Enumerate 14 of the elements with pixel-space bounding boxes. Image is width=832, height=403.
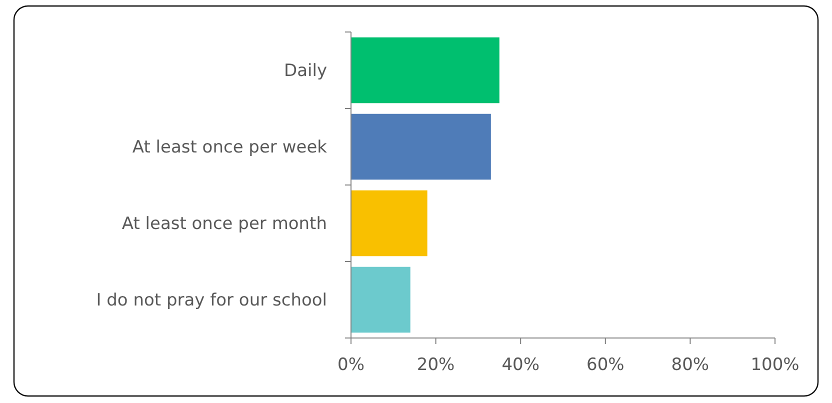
x-tick-label: 40%: [502, 355, 540, 375]
y-tick-label: At least once per week: [132, 138, 328, 158]
y-tick-label: At least once per month: [122, 214, 327, 234]
x-tick-label: 100%: [750, 355, 800, 375]
x-tick-label: 20%: [416, 355, 455, 375]
bar: [351, 190, 428, 256]
bar: [351, 37, 500, 104]
x-tick-label: 80%: [671, 355, 710, 375]
bar: [351, 114, 491, 180]
bar: [351, 266, 410, 333]
y-tick-label: Daily: [284, 61, 327, 82]
x-tick-label: 60%: [586, 355, 624, 375]
x-tick-label: 0%: [338, 355, 364, 375]
y-tick-label: I do not pray for our school: [96, 290, 327, 311]
